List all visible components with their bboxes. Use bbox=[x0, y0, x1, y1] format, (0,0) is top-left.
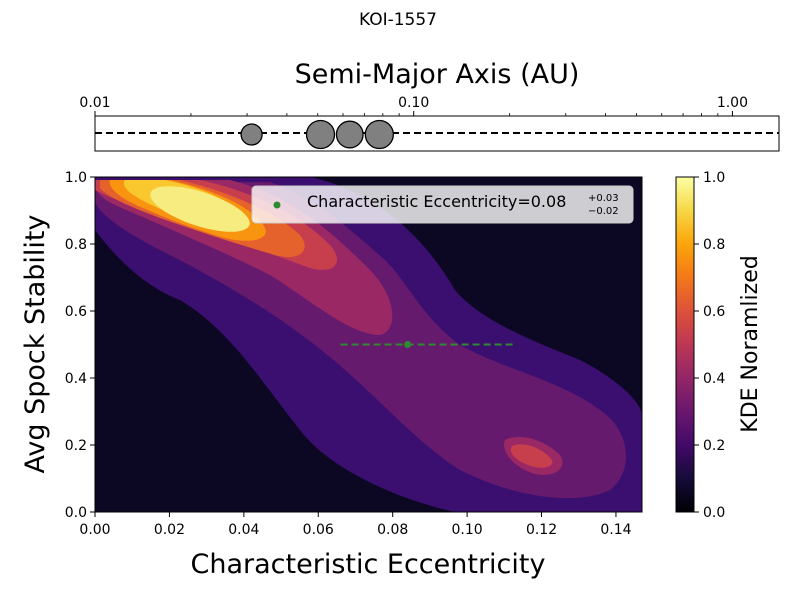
x-tick-label: 0.04 bbox=[228, 522, 259, 538]
main-x-axis-label: Characteristic Eccentricity bbox=[191, 549, 546, 580]
main-y-axis-label: Avg Spock Stability bbox=[20, 215, 51, 474]
legend-superscript: +0.03 bbox=[588, 193, 619, 204]
figure-title: KOI-1557 bbox=[359, 10, 437, 30]
y-tick-label: 0.6 bbox=[65, 304, 87, 320]
colorbar-tick-label: 1.0 bbox=[703, 170, 725, 186]
planet-marker bbox=[240, 123, 263, 146]
top-points bbox=[240, 119, 394, 150]
planet-marker bbox=[364, 119, 394, 150]
y-tick-label: 0.0 bbox=[65, 505, 87, 521]
legend-text: Characteristic Eccentricity=0.08 bbox=[307, 192, 566, 211]
colorbar-ticks: 0.0 0.2 0.4 0.6 0.8 1.0 bbox=[694, 170, 725, 521]
colorbar-tick-label: 0.2 bbox=[703, 438, 725, 454]
main-x-ticks: 0.00 0.02 0.04 0.06 0.08 0.10 0.12 0.14 bbox=[79, 512, 632, 538]
legend-marker bbox=[273, 201, 281, 209]
eccentricity-estimate bbox=[340, 341, 516, 348]
x-tick-label: 0.00 bbox=[79, 522, 110, 538]
top-tick-label: 0.01 bbox=[79, 95, 110, 111]
top-axis-label: Semi-Major Axis (AU) bbox=[295, 59, 580, 90]
legend: Characteristic Eccentricity=0.08 +0.03 −… bbox=[251, 185, 634, 224]
main-panel: 0.00 0.02 0.04 0.06 0.08 0.10 0.12 0.14 0.00.20… bbox=[20, 170, 643, 580]
estimate-point bbox=[404, 341, 412, 348]
x-tick-label: 0.06 bbox=[303, 522, 334, 538]
colorbar-tick-label: 0.8 bbox=[703, 237, 725, 253]
y-tick-label: 0.8 bbox=[65, 237, 87, 253]
x-tick-label: 0.02 bbox=[154, 522, 185, 538]
top-tick-label: 1.00 bbox=[717, 95, 748, 111]
x-tick-label: 0.10 bbox=[452, 522, 483, 538]
y-tick-label: 0.4 bbox=[65, 371, 87, 387]
contour-level-2 bbox=[95, 182, 627, 499]
top-panel-frame bbox=[94, 115, 780, 152]
colorbar: 0.0 0.2 0.4 0.6 0.8 1.0 KDE Noramlized bbox=[675, 170, 763, 521]
colorbar-tick-label: 0.0 bbox=[703, 505, 725, 521]
legend-box bbox=[251, 185, 634, 224]
colorbar-tick-label: 0.6 bbox=[703, 304, 725, 320]
y-tick-label: 1.0 bbox=[65, 170, 87, 186]
x-tick-label: 0.12 bbox=[526, 522, 557, 538]
main-y-ticks: 0.0 0.2 0.4 0.6 0.8 1.0 bbox=[65, 170, 95, 521]
top-ticks: 0.01 0.10 1.00 bbox=[79, 95, 748, 116]
colorbar-label: KDE Noramlized bbox=[738, 255, 763, 432]
contour-level-4b bbox=[510, 444, 553, 468]
colorbar-tick-label: 0.4 bbox=[703, 371, 725, 387]
legend-subscript: −0.02 bbox=[588, 206, 619, 217]
colorbar-gradient bbox=[675, 176, 695, 513]
contour-level-8 bbox=[150, 186, 250, 232]
main-panel-frame bbox=[94, 176, 643, 513]
planet-marker bbox=[305, 119, 336, 150]
top-panel: Semi-Major Axis (AU) 0.01 0.10 1.00 bbox=[79, 59, 780, 152]
top-tick-label: 0.10 bbox=[398, 95, 429, 111]
y-tick-label: 0.2 bbox=[65, 438, 87, 454]
planet-marker bbox=[335, 120, 364, 149]
x-tick-label: 0.08 bbox=[377, 522, 408, 538]
x-tick-label: 0.14 bbox=[600, 522, 631, 538]
